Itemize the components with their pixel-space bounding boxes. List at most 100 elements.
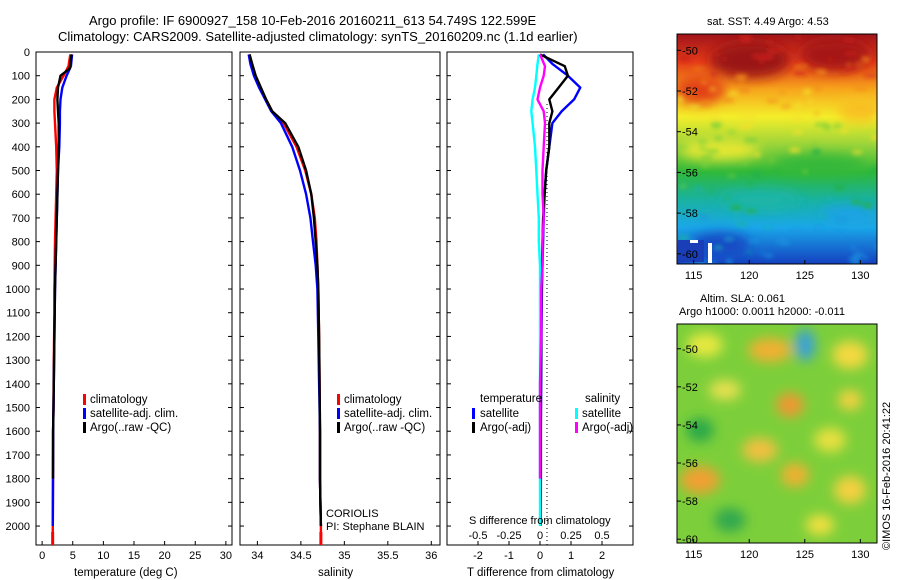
sst-speckle-mark [870,168,877,171]
sla-blobs [680,329,868,535]
sst-speckle-mark [748,181,753,187]
salinity-panel: 34 34.5 35 35.5 36 salinity climatology sate… [239,51,441,579]
depth-tick-label: 900 [12,260,30,272]
map-x-tick-label: 115 [685,549,703,561]
sst-speckle-mark [789,147,800,153]
sst-speckle-mark [759,251,764,255]
sst-speckle-mark [744,137,757,143]
sla-map-subtitle: Argo h1000: 0.0011 h2000: -0.011 [679,306,845,318]
sst-speckle-mark [727,174,736,177]
deep-level-marker [51,532,55,545]
sst-speckle-mark [677,146,687,149]
legend-swatch-t-satellite [472,408,475,419]
sst-speckle-mark [849,256,860,262]
sst-speckle-mark [726,259,732,264]
sla-map-frame [676,323,878,544]
difference-x-axis: -2 -1 0 1 2 [473,541,605,562]
depth-tick-label: 1800 [6,474,30,486]
map-y-tick-label: -50 [682,45,698,57]
legend-swatch-s-argo [575,422,578,433]
sst-speckle-mark [817,214,828,218]
legend-label-s-satellite: satellite [582,408,621,420]
sst-speckle-mark [792,115,803,122]
s-tick-label: 0.5 [594,530,609,542]
sst-speckle-mark [815,122,827,127]
sst-speckle-mark [794,64,808,68]
sst-speckle-mark [767,99,778,103]
sst-speckle-mark [690,91,695,96]
legend-label-climatology: climatology [344,394,402,406]
sst-speckle-mark [707,261,718,264]
sst-speckle-mark [849,246,858,249]
sst-speckle-mark [812,148,821,155]
sst-speckle-mark [814,226,824,229]
depth-tick-label: 2000 [6,521,30,533]
map-y-tick-label: -60 [682,534,698,546]
sst-speckle-mark [679,55,690,62]
sst-speckle-mark [775,168,780,171]
sst-speckle-mark [853,252,864,258]
x-tick-label: 35 [338,550,350,562]
sst-speckle-mark [875,244,877,250]
s-difference-ticks: -0.5 -0.25 0 0.25 0.5 [469,530,610,542]
sst-speckle-mark [747,250,752,254]
s-tick-label: -0.5 [469,530,488,542]
sst-speckle-mark [736,221,748,227]
imos-watermark: ©IMOS 16-Feb-2016 20:41:22 [881,402,893,550]
legend-label-t-satellite: satellite [480,408,519,420]
sla-map-axes: 115 120 125 130 -50 -52 -54 -56 -58 -60 [677,344,870,561]
depth-tick-label: 200 [12,94,30,106]
sst-speckle-mark [808,99,813,104]
depth-tick-label: 600 [12,189,30,201]
legend-label-satellite-adj: satellite-adj. clim. [344,408,432,420]
sst-speckle-mark [780,241,791,245]
sst-speckle-mark [740,80,744,86]
x-tick-label: 5 [70,550,76,562]
temperature-xlabel: temperature (deg C) [74,567,178,579]
sst-speckle-mark [768,47,777,54]
sst-map-panel: sat. SST: 4.49 Argo: 4.53 115 120 125 130 -5… [676,16,878,282]
sst-speckle-mark [792,130,803,135]
sst-speckle-mark [862,56,869,63]
sst-speckle-mark [794,35,802,38]
sst-speckle-mark [736,74,748,78]
salinity-xlabel: salinity [318,567,353,579]
sst-speckle-mark [834,184,845,191]
sla-map-title: Altim. SLA: 0.061 [700,293,785,305]
legend-title-temperature: temperature [480,393,542,405]
difference-panel: -2 -1 0 1 2 S difference from climatology -0… [446,51,634,579]
sst-speckle-mark [765,40,775,43]
sst-speckle-mark [680,184,686,188]
map-x-tick-label: 125 [796,549,814,561]
depth-tick-label: 1300 [6,355,30,367]
profile-line-argo-adj- [536,53,547,479]
deep-level-marker [319,532,323,545]
sst-speckle-mark [846,64,858,71]
temperature-x-axis: 0 5 10 15 20 25 30 [39,541,232,562]
sst-speckle-mark [728,91,738,96]
depth-tick-label: 400 [12,142,30,154]
x-tick-label: 34 [251,550,263,562]
sst-speckle-mark [833,124,842,128]
sst-speckle-mark [836,231,844,236]
depth-tick-label: 1900 [6,497,30,509]
temperature-legend: climatology satellite-adj. clim. Argo(..… [83,394,178,434]
sst-speckle-mark [710,72,717,77]
map-y-tick-label: -56 [682,458,698,470]
legend-swatch-climatology [337,394,340,405]
salinity-depth-ticks [240,51,440,527]
sst-speckle [677,34,877,264]
temperature-lines [51,54,74,545]
x-tick-label: -2 [473,550,483,562]
map-y-tick-label: -58 [682,496,698,508]
sst-speckle-mark [714,245,723,250]
salinity-x-axis: 34 34.5 35 35.5 36 [251,541,437,562]
map-y-tick-label: -54 [682,127,698,139]
sst-speckle-mark [776,237,787,243]
sst-speckle-mark [843,38,855,42]
sst-speckle-mark [856,62,862,65]
sst-speckle-mark [712,124,720,129]
sst-speckle-mark [714,53,721,56]
sst-speckle-mark [741,161,749,165]
